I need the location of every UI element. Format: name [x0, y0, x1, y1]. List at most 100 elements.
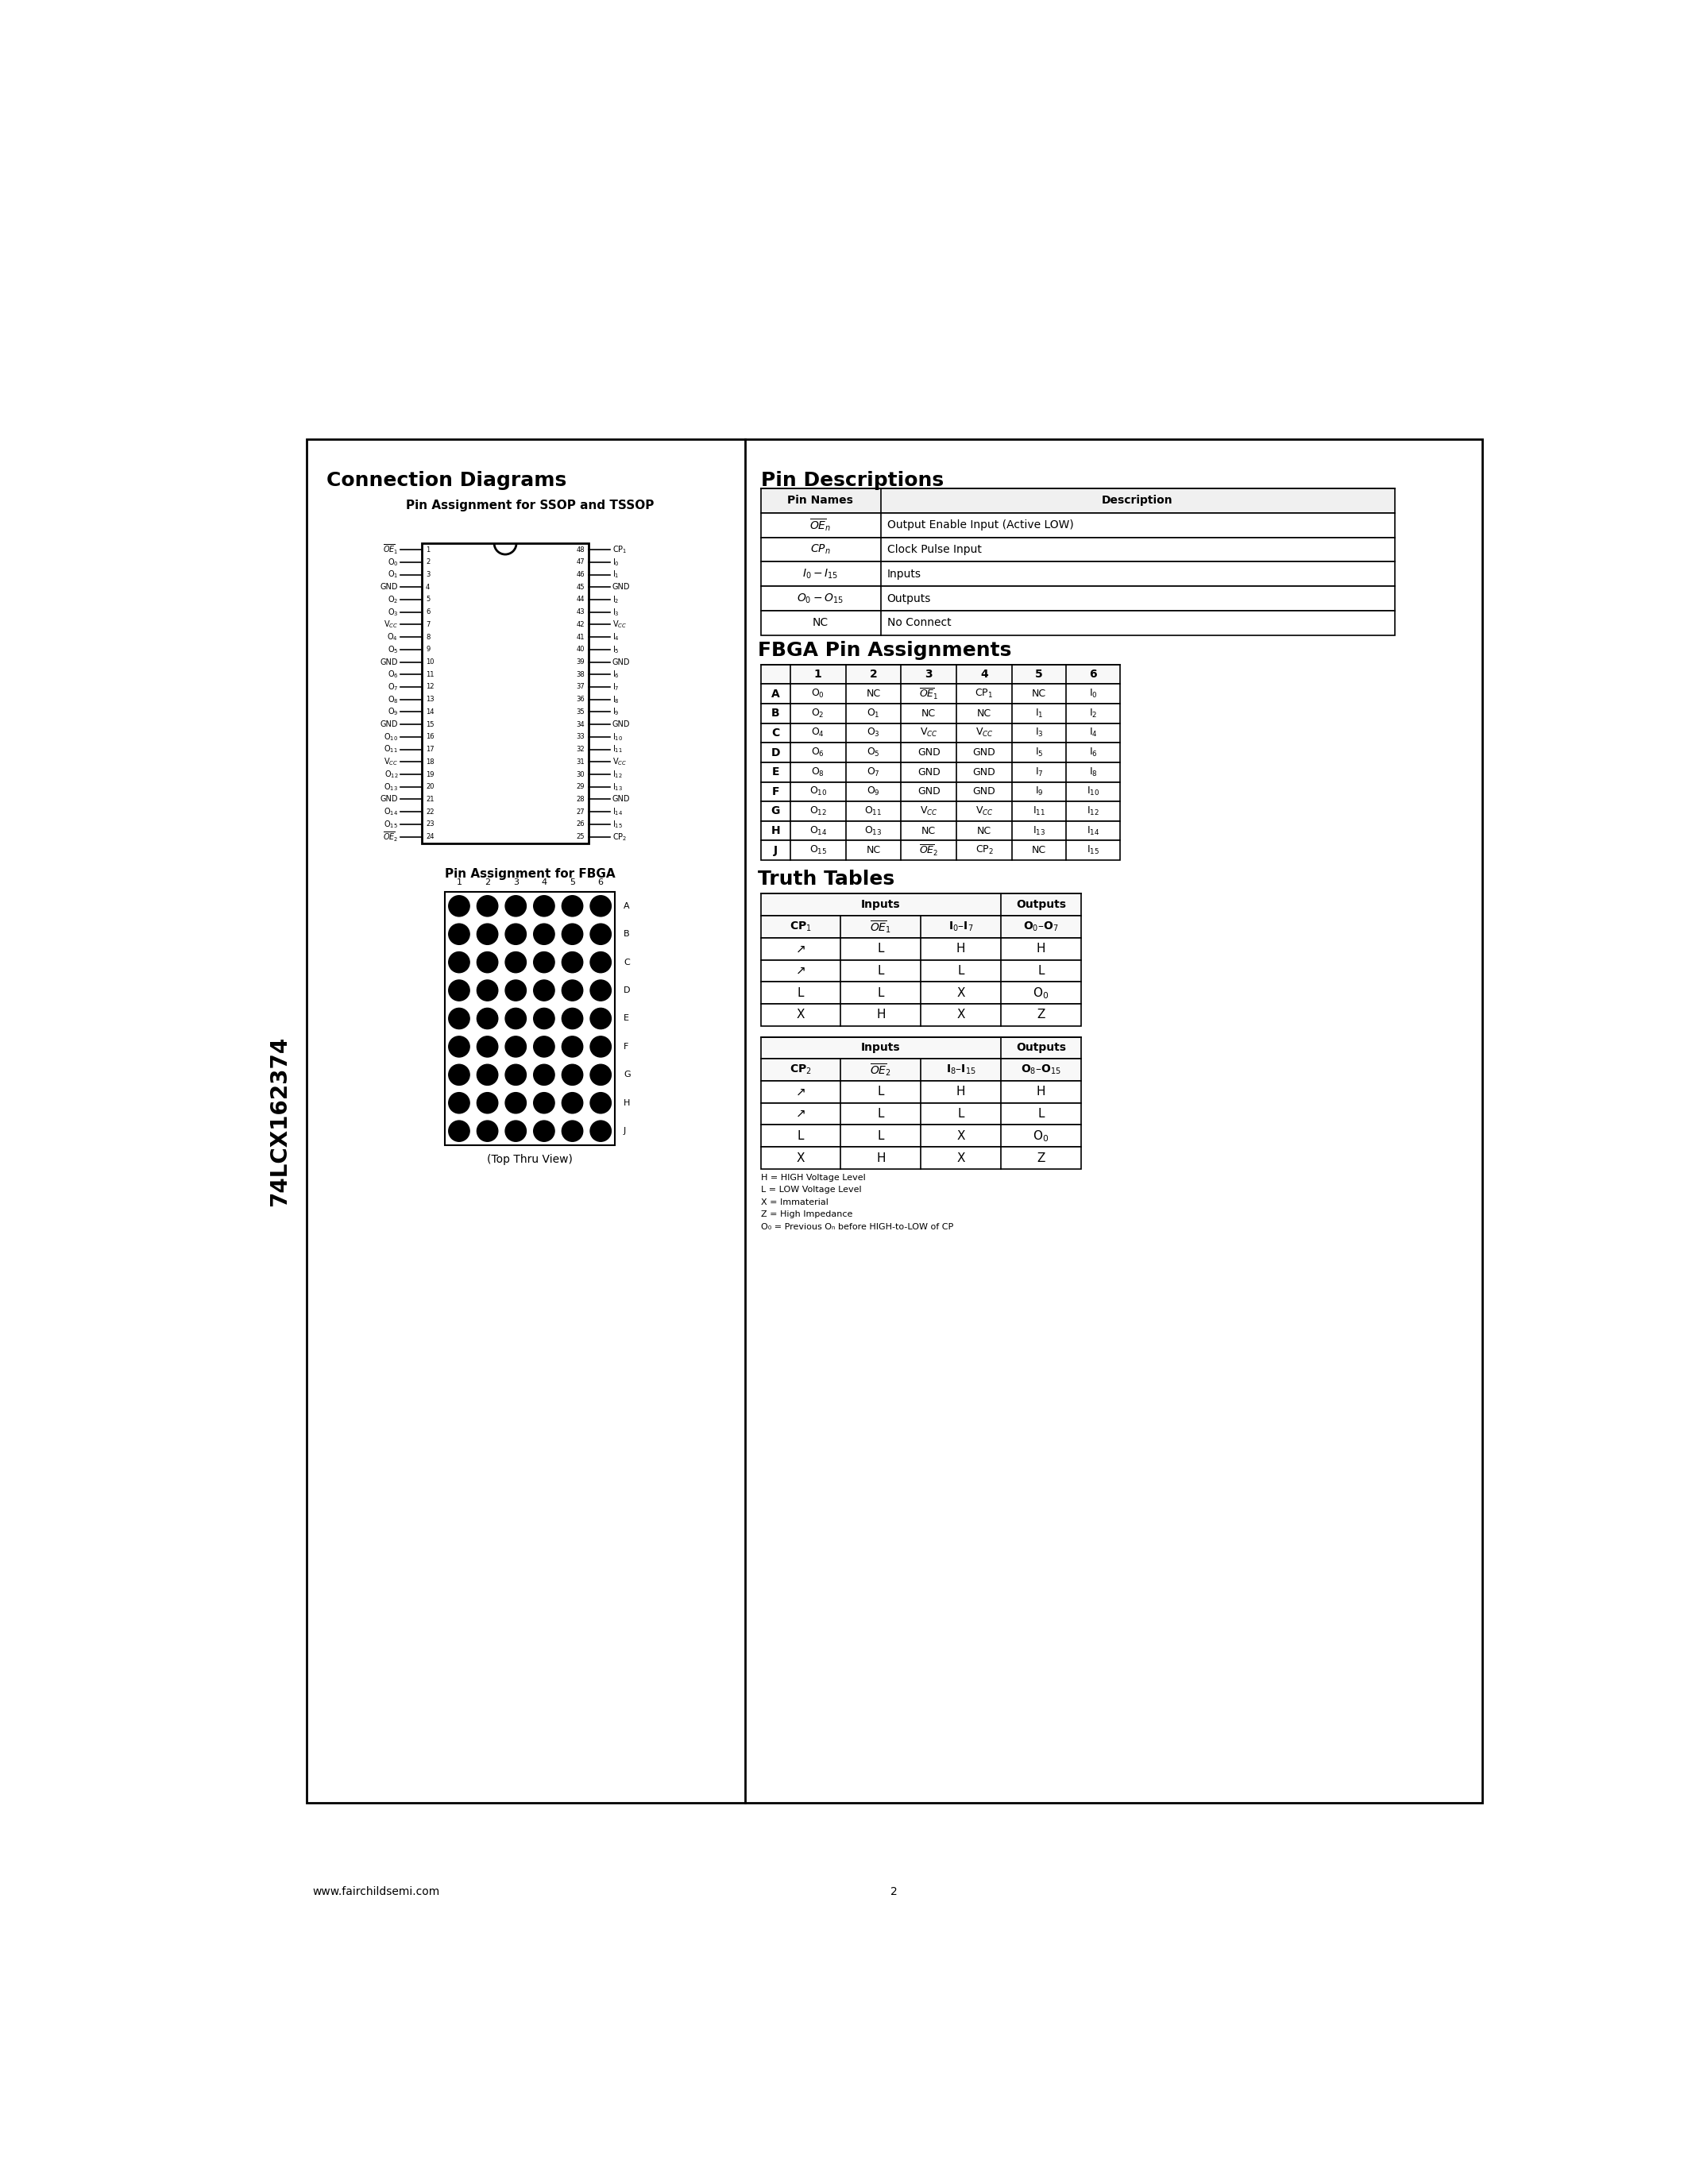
Text: L: L — [878, 1129, 885, 1142]
Text: GND: GND — [972, 747, 996, 758]
Text: NC: NC — [866, 688, 881, 699]
Circle shape — [505, 1064, 527, 1085]
Text: Clock Pulse Input: Clock Pulse Input — [886, 544, 981, 555]
Text: I$_{10}$: I$_{10}$ — [613, 732, 623, 743]
Text: Inputs: Inputs — [861, 1042, 900, 1053]
Bar — [761, 959, 1080, 983]
Text: O$_7$: O$_7$ — [388, 681, 398, 692]
Text: NC: NC — [866, 845, 881, 856]
Text: X: X — [957, 1151, 966, 1164]
Text: X: X — [797, 1151, 805, 1164]
Text: I$_5$: I$_5$ — [1035, 747, 1043, 758]
Text: I$_6$: I$_6$ — [613, 668, 619, 679]
Text: I$_3$: I$_3$ — [1035, 727, 1043, 738]
Text: J: J — [623, 1127, 626, 1136]
Circle shape — [478, 1092, 498, 1114]
Text: I$_0$: I$_0$ — [1089, 688, 1097, 699]
Text: I$_{10}$: I$_{10}$ — [1087, 786, 1099, 797]
Text: GND: GND — [380, 583, 398, 592]
Bar — [761, 743, 1121, 762]
Text: 1: 1 — [456, 878, 463, 887]
Text: O$_9$: O$_9$ — [388, 705, 398, 716]
Text: 74LCX162374: 74LCX162374 — [268, 1035, 290, 1206]
Bar — [761, 612, 1394, 636]
Text: O$_1$: O$_1$ — [388, 570, 398, 581]
Text: FBGA Pin Assignments: FBGA Pin Assignments — [758, 642, 1011, 660]
Text: 6: 6 — [425, 609, 430, 616]
Text: I$_8$–I$_{15}$: I$_8$–I$_{15}$ — [945, 1064, 976, 1077]
Text: I$_9$: I$_9$ — [1035, 786, 1043, 797]
Bar — [761, 561, 1394, 585]
Bar — [761, 664, 1121, 684]
Text: O$_1$: O$_1$ — [866, 708, 879, 719]
Text: 6: 6 — [598, 878, 604, 887]
Bar — [761, 513, 1394, 537]
Text: 44: 44 — [576, 596, 584, 603]
Circle shape — [591, 924, 611, 943]
Bar — [761, 983, 1080, 1005]
Text: GND: GND — [613, 583, 630, 592]
Text: $\overline{OE}_2$: $\overline{OE}_2$ — [383, 830, 398, 843]
Text: O$_4$: O$_4$ — [812, 727, 825, 738]
Text: I$_{11}$: I$_{11}$ — [613, 745, 623, 756]
Text: 3: 3 — [925, 668, 933, 679]
Text: I$_{13}$: I$_{13}$ — [1033, 826, 1045, 836]
Text: O$_{10}$: O$_{10}$ — [809, 786, 827, 797]
Text: $\overline{OE}_2$: $\overline{OE}_2$ — [869, 1061, 891, 1077]
Text: O$_0$–O$_7$: O$_0$–O$_7$ — [1023, 919, 1058, 933]
Text: 24: 24 — [425, 834, 434, 841]
Circle shape — [533, 1092, 555, 1114]
Text: 25: 25 — [576, 834, 584, 841]
Text: I$_8$: I$_8$ — [613, 695, 619, 705]
Text: 5: 5 — [1035, 668, 1043, 679]
Text: 8: 8 — [425, 633, 430, 640]
Text: O$_4$: O$_4$ — [387, 631, 398, 642]
Text: F: F — [623, 1042, 628, 1051]
Bar — [761, 703, 1121, 723]
Circle shape — [533, 895, 555, 917]
Text: ↗: ↗ — [795, 965, 805, 976]
Text: I$_{14}$: I$_{14}$ — [613, 806, 623, 817]
Circle shape — [591, 952, 611, 972]
Text: L: L — [1038, 1107, 1045, 1120]
Text: I$_{15}$: I$_{15}$ — [613, 819, 623, 830]
Text: I$_1$: I$_1$ — [1035, 708, 1043, 719]
Circle shape — [449, 1120, 469, 1142]
Text: $\overline{OE}_n$: $\overline{OE}_n$ — [810, 518, 830, 533]
Text: 39: 39 — [576, 657, 584, 666]
Text: Pin Assignment for SSOP and TSSOP: Pin Assignment for SSOP and TSSOP — [405, 500, 653, 511]
Text: I$_2$: I$_2$ — [613, 594, 619, 605]
Circle shape — [505, 952, 527, 972]
Text: $CP_n$: $CP_n$ — [810, 544, 830, 557]
Circle shape — [562, 952, 582, 972]
Circle shape — [505, 1120, 527, 1142]
Bar — [761, 1103, 1080, 1125]
Text: 30: 30 — [576, 771, 584, 778]
Text: F: F — [771, 786, 780, 797]
Text: G: G — [771, 806, 780, 817]
Circle shape — [591, 1009, 611, 1029]
Text: O$_{11}$: O$_{11}$ — [385, 745, 398, 756]
Text: C: C — [771, 727, 780, 738]
Text: Pin Descriptions: Pin Descriptions — [761, 472, 944, 489]
Text: I$_{14}$: I$_{14}$ — [1087, 826, 1099, 836]
Text: 3: 3 — [425, 570, 430, 579]
Text: X: X — [957, 1009, 966, 1020]
Text: I$_4$: I$_4$ — [613, 631, 619, 642]
Text: 38: 38 — [576, 670, 584, 677]
Text: V$_{CC}$: V$_{CC}$ — [920, 806, 939, 817]
Text: 26: 26 — [576, 821, 584, 828]
Circle shape — [478, 1064, 498, 1085]
Text: E: E — [771, 767, 780, 778]
Text: GND: GND — [613, 795, 630, 804]
Text: O$_2$: O$_2$ — [388, 594, 398, 605]
Text: I$_7$: I$_7$ — [1035, 767, 1043, 778]
Text: 42: 42 — [576, 620, 584, 629]
Text: L: L — [797, 1129, 803, 1142]
Text: GND: GND — [613, 721, 630, 729]
Text: No Connect: No Connect — [886, 618, 950, 629]
Bar — [761, 937, 1080, 959]
Circle shape — [591, 1092, 611, 1114]
Text: L: L — [878, 965, 885, 976]
Text: 16: 16 — [425, 734, 434, 740]
